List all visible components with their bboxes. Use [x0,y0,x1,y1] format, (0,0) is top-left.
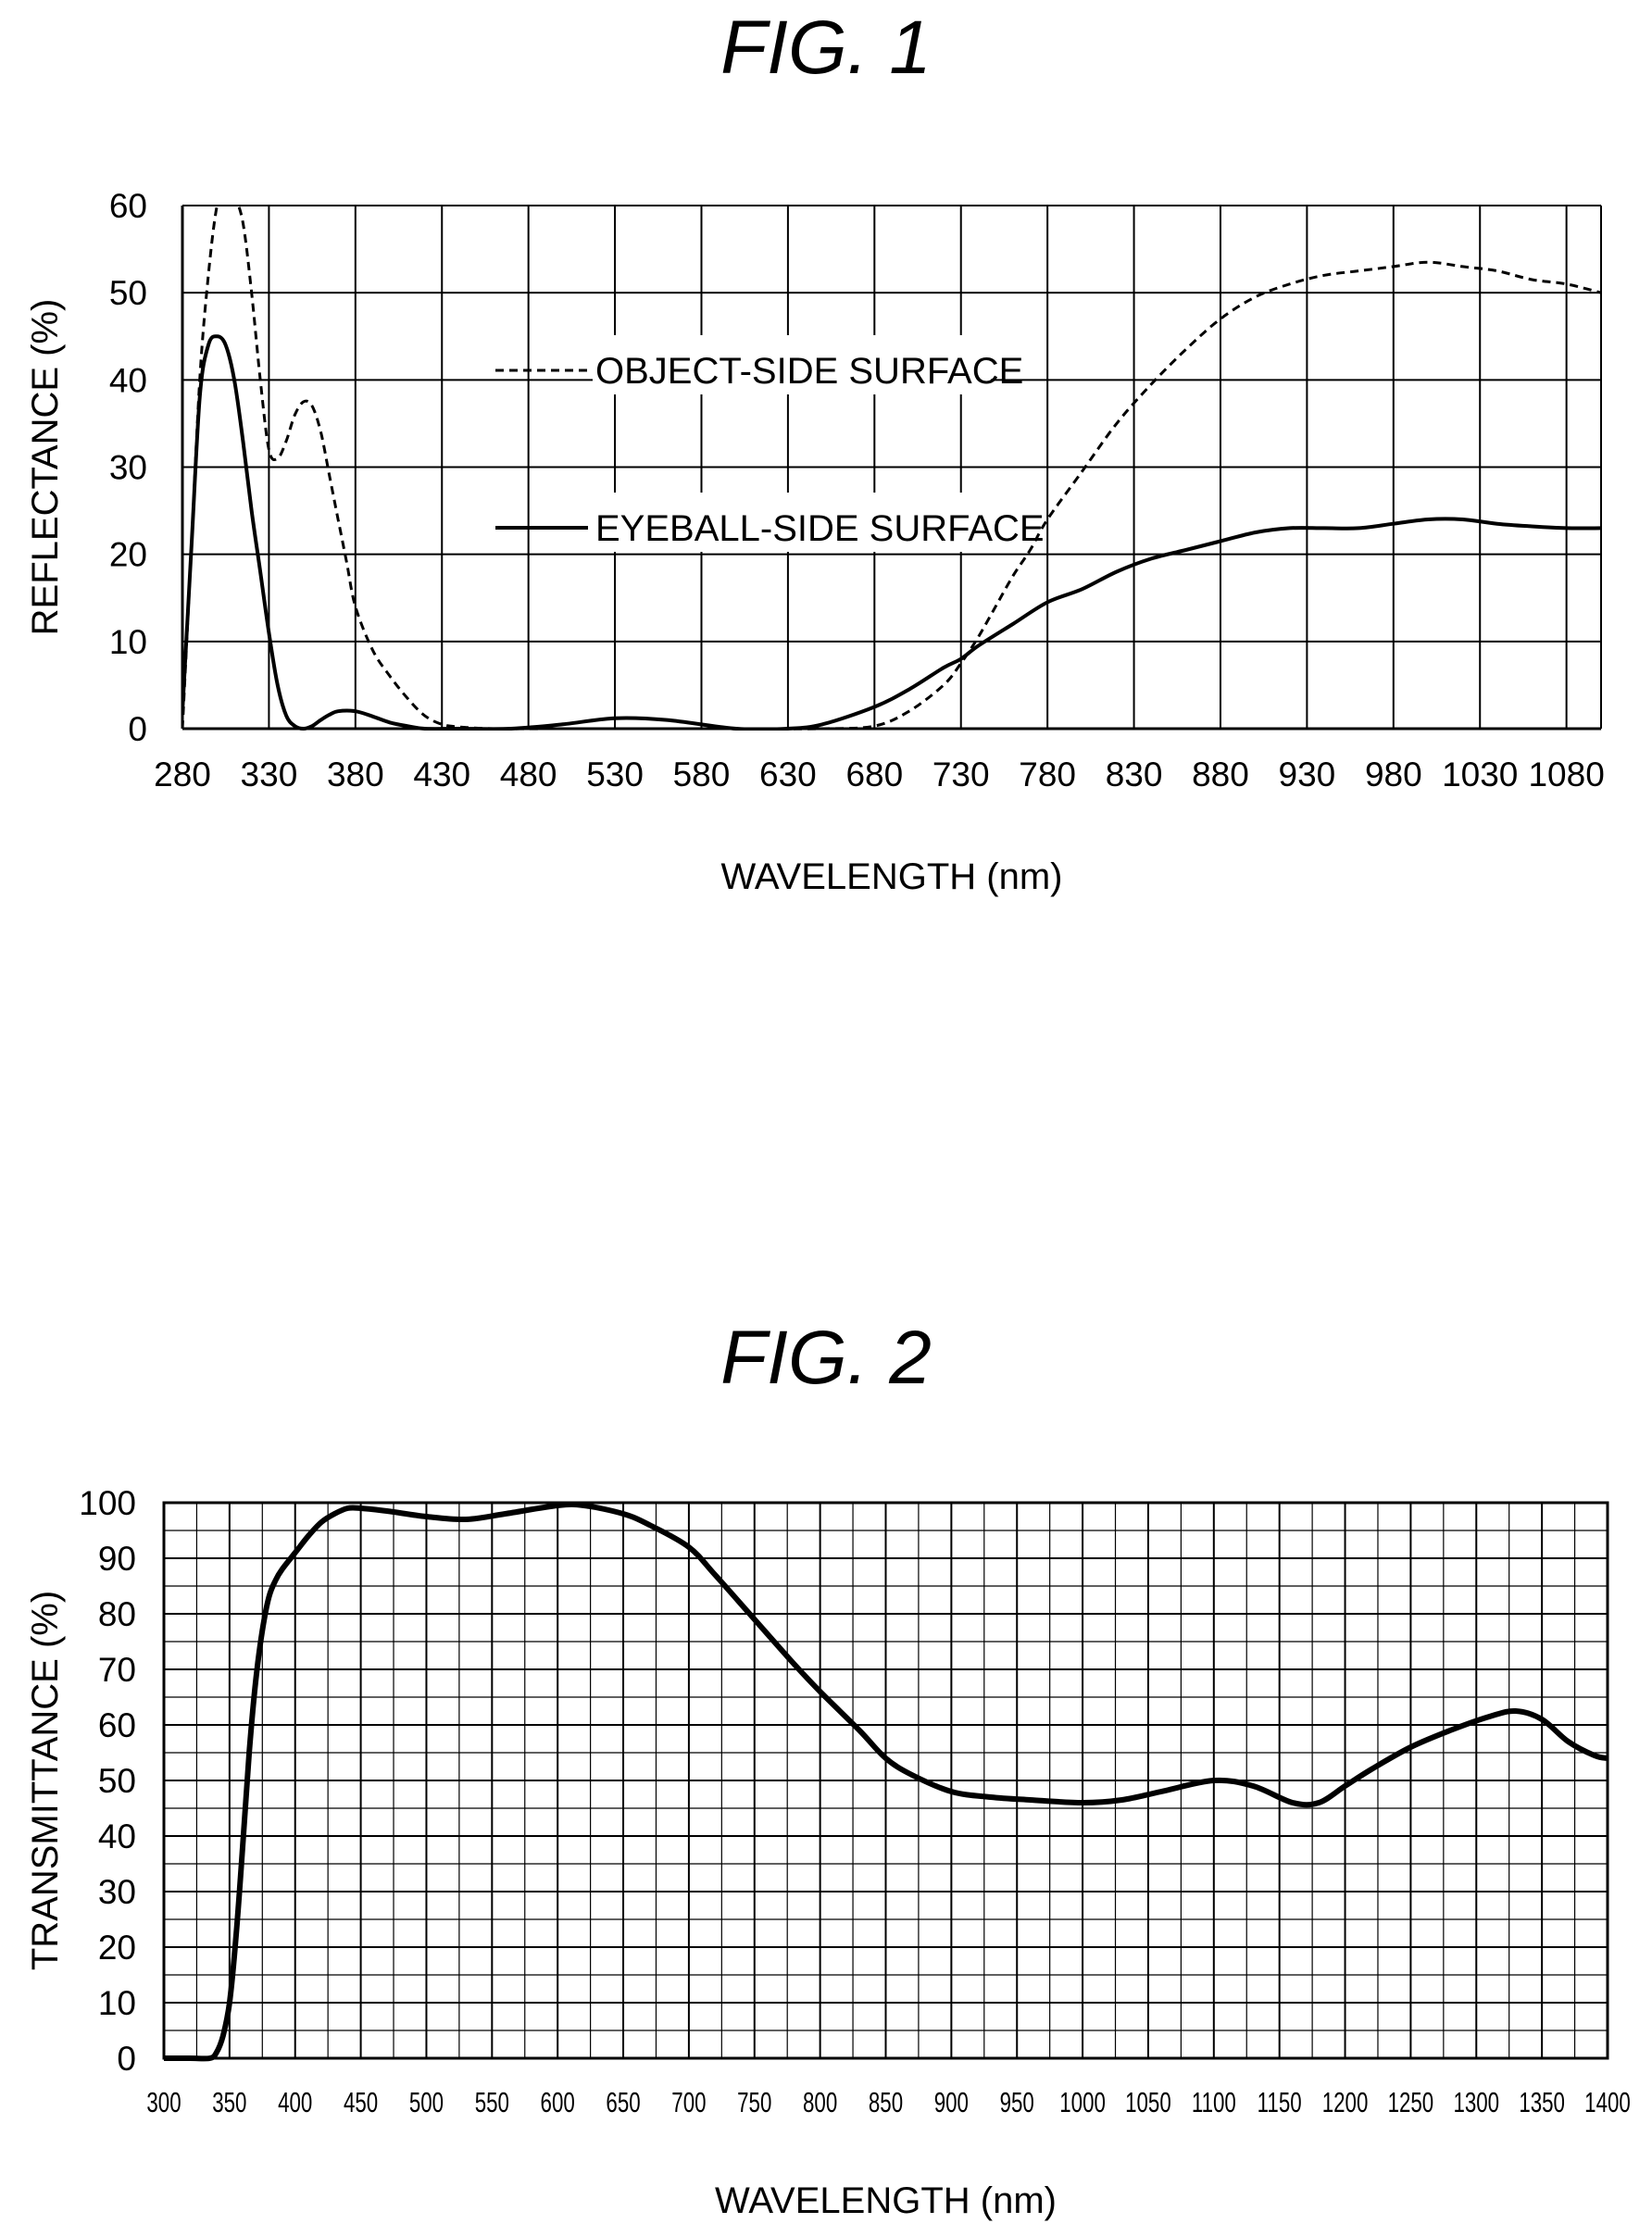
x-tick-label: 800 [803,2086,837,2117]
x-tick-label: 1100 [1192,2086,1236,2117]
figure-1-chart: 280 330 380 430 480 530 580 630 680 730 780 830 880 9… [25,187,1605,897]
x-tick-label: 300 [146,2086,181,2117]
y-tick-label: 50 [98,1762,136,1800]
eyeball-side-series-line [182,334,1601,731]
y-axis-label: REFLECTANCE (%) [25,299,66,636]
x-tick-label: 330 [241,756,298,793]
x-tick-label: 1250 [1388,2086,1434,2117]
x-tick-label: 1200 [1322,2086,1369,2117]
y-tick-label: 100 [79,1484,136,1522]
y-tick-label: 70 [98,1651,136,1689]
x-tick-label: 1350 [1519,2086,1565,2117]
y-tick-label: 30 [109,449,147,487]
x-tick-label: 900 [934,2086,969,2117]
x-tick-label: 700 [671,2086,706,2117]
x-axis-label: WAVELENGTH (nm) [715,2180,1057,2221]
x-tick-label: 980 [1365,756,1422,793]
x-axis-label: WAVELENGTH (nm) [721,856,1063,897]
legend-eyeball-side-text: EYEBALL-SIDE SURFACE [595,508,1045,549]
plot-frame [162,1501,1609,2060]
x-tick-label: 580 [673,756,731,793]
y-tick-label: 60 [109,187,147,225]
x-tick-label: 1300 [1453,2086,1499,2117]
x-tick-label: 380 [327,756,384,793]
figure-2-title: FIG. 2 [720,1316,932,1400]
y-axis-label: TRANSMITTANCE (%) [25,1591,66,1970]
y-tick-label: 90 [98,1540,136,1578]
x-tick-label: 530 [586,756,644,793]
legend-object-side-background [593,335,991,394]
y-tick-label: 20 [98,1929,136,1967]
y-tick-label: 10 [98,1984,136,2022]
y-tick-label: 60 [98,1706,136,1744]
x-tick-label: 1050 [1125,2086,1171,2117]
x-tick-label: 750 [737,2086,771,2117]
y-tick-label: 0 [117,2040,136,2078]
x-tick-label: 500 [409,2086,444,2117]
legend-object-side-text: OBJECT-SIDE SURFACE [595,351,1023,392]
y-tick-label: 40 [109,361,147,399]
x-tick-label: 850 [869,2086,903,2117]
y-tick-label: 80 [98,1595,136,1633]
x-tick-label: 680 [845,756,903,793]
x-tick-label: 780 [1019,756,1076,793]
x-tick-label: 1000 [1059,2086,1106,2117]
x-tick-label: 630 [759,756,817,793]
x-tick-label: 430 [413,756,470,793]
y-tick-label: 0 [128,710,147,748]
x-tick-label: 830 [1106,756,1163,793]
x-tick-label: 480 [500,756,557,793]
y-tick-label: 50 [109,274,147,312]
x-tick-label: 880 [1192,756,1249,793]
legend-eyeball-side-background [593,493,1007,552]
x-tick-label: 1030 [1442,756,1518,793]
x-tick-label: 1150 [1258,2086,1302,2117]
transmittance-series-line [164,1501,1608,2062]
x-tick-label: 1400 [1584,2086,1631,2117]
x-tick-label: 350 [212,2086,246,2117]
x-tick-label: 280 [154,756,211,793]
y-tick-label: 10 [109,623,147,661]
y-tick-label: 20 [109,536,147,574]
y-tick-label: 40 [98,1818,136,1855]
x-tick-label: 600 [541,2086,575,2117]
x-tick-label: 1080 [1528,756,1604,793]
x-tick-label: 650 [606,2086,640,2117]
x-tick-label: 400 [278,2086,312,2117]
x-tick-label: 930 [1279,756,1336,793]
x-tick-label: 450 [344,2086,378,2117]
figure-1-title: FIG. 1 [720,6,932,90]
x-tick-label: 730 [932,756,990,793]
x-tick-label: 950 [1000,2086,1034,2117]
y-tick-label: 30 [98,1873,136,1911]
x-tick-label: 550 [475,2086,509,2117]
